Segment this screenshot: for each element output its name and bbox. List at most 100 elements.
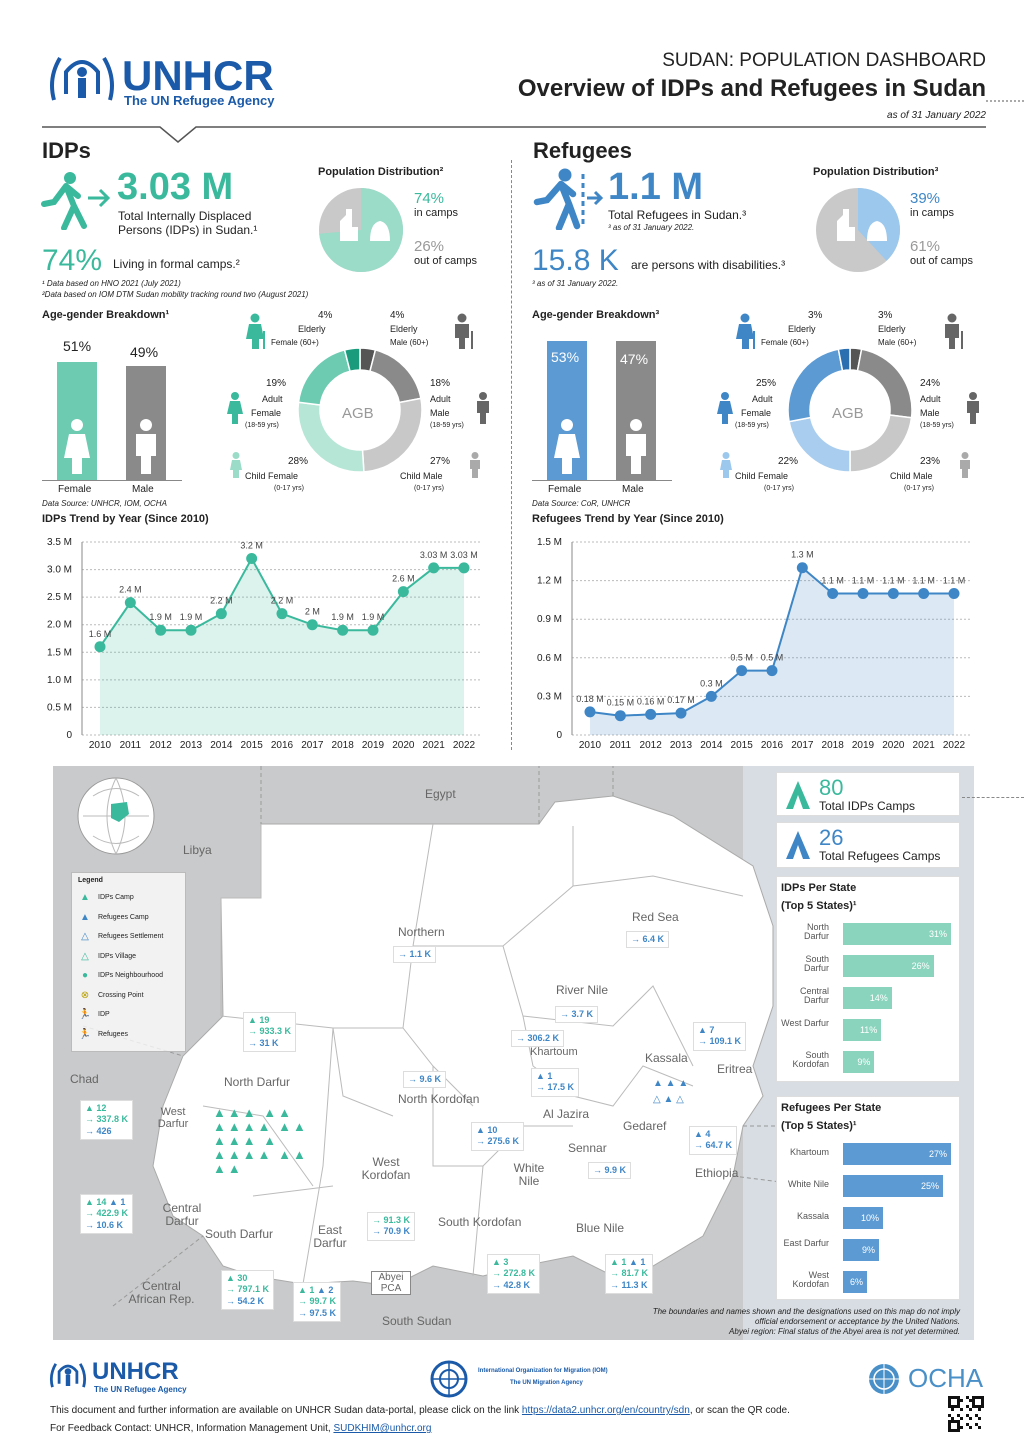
crossing-point-icon: ⊗ [80, 989, 90, 1001]
x-tick-label: 2015 [731, 740, 754, 751]
x-tick-label: 2015 [241, 740, 264, 751]
legend-title: Legend [78, 877, 103, 884]
refugee-camp-icon [786, 831, 810, 859]
refugees-em-l1: Elderly [878, 324, 906, 334]
idps-ef-l2: Female (60+) [271, 338, 319, 347]
state-bar-label: White Nile [787, 1179, 829, 1189]
idps-total-label: Total Internally Displaced Persons (IDPs… [118, 209, 258, 238]
x-tick-label: 2011 [610, 740, 632, 751]
y-tick-label: 0 [556, 730, 562, 741]
legend-idps-neighbourhood: ● IDPs Neighbourhood [78, 966, 179, 986]
refugees-ef-l1: Elderly [788, 324, 816, 334]
refugees-pop-title: Population Distribution³ [813, 166, 939, 178]
y-tick-label: 1.0 M [47, 675, 72, 686]
idps-am-pct: 18% [430, 378, 451, 389]
data-point [367, 624, 379, 636]
legend-idps-village: △ IDPs Village [78, 947, 179, 967]
x-tick-label: 2022 [943, 740, 966, 751]
x-tick-label: 2012 [150, 740, 173, 751]
refugees-male-label: Male [622, 484, 644, 495]
y-tick-label: 0.6 M [537, 653, 562, 664]
page-kicker: SUDAN: POPULATION DASHBOARD [662, 50, 986, 71]
country-egypt: Egypt [425, 787, 456, 801]
box-gedaref: ▲ 4 → 64.7 K [689, 1126, 738, 1155]
data-label: 1.9 M [149, 612, 172, 622]
adult-female-segment [297, 349, 351, 406]
idps-em-l1: Elderly [390, 324, 418, 334]
building-icon [340, 209, 358, 241]
box-east-darfur: ▲ 1 ▲ 2 → 99.7 K → 97.5 K [293, 1282, 342, 1322]
box-west-darfur: ▲ 12 → 337.8 K → 426 [80, 1100, 134, 1140]
idps-male-pct: 49% [130, 344, 159, 360]
data-point [458, 562, 470, 574]
unhcr-emblem-icon [50, 56, 114, 101]
country-south-sudan: South Sudan [382, 1314, 452, 1328]
adult-female-icon [717, 392, 733, 424]
idps-in-camps-label: in camps [414, 207, 459, 219]
refugees-am-l3: (18-59 yrs) [920, 422, 954, 429]
refugees-trend-title: Refugees Trend by Year (Since 2010) [532, 513, 724, 525]
female-figure-icon [64, 419, 90, 474]
data-label: 1.9 M [180, 612, 203, 622]
idps-trend-chart: 0 0.5 M 1.0 M 1.5 M 2.0 M 2.5 M 3.0 M 3.5 M 1.6 … [47, 537, 482, 751]
map-disclaimer-1: The boundaries and names shown and the d… [652, 1307, 960, 1316]
data-point [918, 587, 930, 599]
refugees-disability-label: are persons with disabilities.³ [631, 258, 786, 272]
x-tick-label: 2021 [423, 740, 446, 751]
data-point [124, 597, 136, 609]
box-blue-nile: ▲ 1 ▲ 1 → 81.7 K → 11.3 K [605, 1254, 654, 1294]
unhcr-emblem-icon [49, 1363, 87, 1388]
org-subtitle: The UN Refugee Agency [124, 93, 275, 108]
box-al-jazira: ▲ 1 → 17.5 K [531, 1068, 580, 1097]
data-portal-link[interactable]: https://data2.unhcr.org/en/country/sdn [521, 1405, 690, 1416]
idps-source: Data Source: UNHCR, IOM, OCHA [42, 499, 167, 508]
x-tick-label: 2014 [700, 740, 723, 751]
box-khartoum: → 306.2 K [511, 1030, 565, 1048]
x-tick-label: 2010 [579, 740, 602, 751]
refugees-out-label: out of camps [910, 255, 973, 267]
y-tick-label: 0 [66, 730, 72, 741]
x-tick-label: 2012 [640, 740, 663, 751]
idps-cm-l2: (0-17 yrs) [414, 485, 444, 492]
data-point [645, 708, 657, 720]
data-point [705, 690, 717, 702]
feedback-email-link[interactable]: SUDKHIM@unhcr.org [333, 1423, 432, 1434]
data-point [276, 608, 288, 620]
un-emblem-icon [869, 1364, 899, 1394]
idps-in-camps-pct: 74% [414, 190, 445, 207]
data-label: 0.3 M [700, 678, 723, 688]
y-tick-label: 1.5 M [537, 537, 562, 548]
data-label: 2.2 M [271, 596, 294, 606]
data-label: 1.9 M [362, 612, 385, 622]
refugees-age-title: Age-gender Breakdown³ [532, 309, 660, 321]
refugees-agb-donut [787, 347, 913, 473]
state-bar-label: East Darfur [783, 1238, 829, 1248]
refugees-disability: 15.8 K [532, 244, 619, 277]
refugees-cf-l1: Child Female [735, 471, 789, 481]
refugees-male-pct: 47% [620, 351, 649, 367]
state-north-kordofan: North Kordofan [398, 1092, 480, 1106]
box-south-kordofan: ▲ 3 → 272.8 K → 42.8 K [487, 1254, 541, 1294]
data-point [428, 562, 440, 574]
refugees-total: 1.1 M [608, 166, 704, 208]
qr-code[interactable] [948, 1396, 984, 1432]
refugee-camp-markers: ▲ ▲ ▲ △ ▲ △ [653, 1078, 689, 1105]
male-figure-icon [136, 419, 156, 474]
data-point [766, 665, 778, 677]
elderly-female-segment [837, 347, 851, 372]
map-disclaimer-2: official endorsement or acceptance by th… [754, 1317, 960, 1326]
refugees-total-label: Total Refugees in Sudan.³ [608, 208, 747, 222]
data-label: 1.6 M [89, 629, 112, 639]
idps-em-l2: Male (60+) [390, 338, 429, 347]
state-bar: 14% [843, 987, 892, 1009]
refugees-per-state-top5: (Top 5 States)¹ [781, 1120, 857, 1132]
idps-agb-center: AGB [342, 405, 374, 422]
child-male-icon [960, 452, 970, 478]
idps-pop-title: Population Distribution² [318, 166, 444, 178]
x-tick-label: 2020 [392, 740, 415, 751]
refugee-camp-icon: ▲ [80, 911, 90, 923]
data-label: 3.03 M [450, 550, 478, 560]
x-tick-label: 2019 [852, 740, 875, 751]
idps-female-pct: 51% [63, 338, 92, 354]
card-dash [962, 797, 1024, 798]
